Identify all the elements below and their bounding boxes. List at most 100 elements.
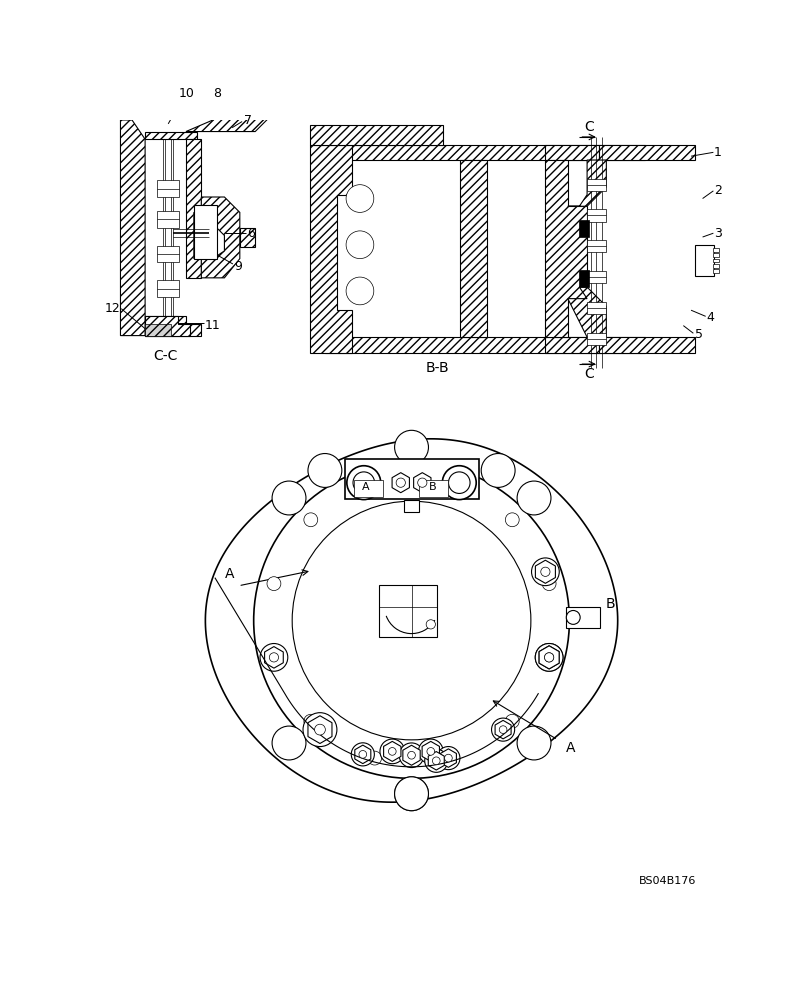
Polygon shape (145, 324, 170, 336)
Circle shape (292, 501, 530, 740)
Text: 8: 8 (212, 87, 221, 100)
Circle shape (380, 739, 404, 764)
Circle shape (418, 739, 443, 764)
Bar (157, 211, 178, 228)
Text: C: C (583, 367, 593, 381)
Circle shape (427, 748, 434, 755)
Text: 12: 12 (105, 302, 121, 315)
Circle shape (399, 743, 423, 768)
Circle shape (424, 749, 447, 772)
Bar (354, 480, 383, 497)
Text: 4: 4 (706, 311, 714, 324)
Polygon shape (325, 337, 644, 353)
Text: 7: 7 (243, 113, 251, 126)
Circle shape (542, 650, 556, 664)
Circle shape (346, 466, 380, 500)
Text: 1: 1 (713, 146, 721, 159)
Polygon shape (544, 145, 598, 160)
Circle shape (448, 472, 470, 493)
Text: 10: 10 (178, 87, 194, 100)
Polygon shape (440, 749, 456, 767)
Polygon shape (120, 120, 145, 336)
Bar (157, 246, 178, 262)
Circle shape (307, 454, 341, 487)
Polygon shape (186, 97, 274, 132)
Polygon shape (544, 160, 586, 337)
Text: BS04B176: BS04B176 (638, 876, 695, 886)
Bar (586, 333, 606, 345)
Bar (193, 205, 217, 259)
Bar (586, 271, 606, 283)
Circle shape (351, 743, 374, 766)
Circle shape (417, 478, 427, 487)
Circle shape (444, 754, 452, 762)
Bar (712, 264, 718, 268)
Polygon shape (193, 212, 212, 259)
Circle shape (407, 751, 415, 759)
Text: 9: 9 (234, 260, 242, 273)
Text: B-B: B-B (425, 361, 448, 375)
Text: A: A (224, 567, 234, 581)
Polygon shape (264, 647, 283, 668)
Text: C: C (583, 120, 593, 134)
Circle shape (426, 620, 435, 629)
Circle shape (394, 777, 428, 811)
Bar (586, 209, 606, 222)
Circle shape (303, 714, 317, 728)
Circle shape (436, 747, 459, 770)
Circle shape (442, 466, 475, 500)
Circle shape (432, 757, 440, 765)
Polygon shape (145, 316, 201, 336)
Polygon shape (534, 560, 555, 583)
Polygon shape (422, 741, 439, 761)
Bar (579, 220, 588, 237)
Polygon shape (354, 745, 371, 764)
Polygon shape (427, 752, 444, 770)
Text: B: B (605, 597, 615, 611)
Bar (564, 607, 599, 628)
Polygon shape (460, 160, 487, 337)
Bar (712, 253, 718, 257)
Bar (586, 179, 606, 191)
Text: C-C: C-C (152, 349, 177, 363)
Polygon shape (544, 337, 598, 353)
Polygon shape (413, 473, 431, 493)
Circle shape (504, 513, 518, 527)
Circle shape (396, 478, 405, 487)
Polygon shape (402, 745, 419, 765)
Circle shape (345, 231, 373, 259)
Circle shape (367, 751, 381, 765)
Text: 5: 5 (694, 328, 702, 341)
Polygon shape (325, 145, 644, 160)
Circle shape (534, 644, 562, 671)
Bar (157, 280, 178, 297)
Bar (579, 270, 588, 287)
Circle shape (481, 454, 514, 487)
Circle shape (394, 430, 428, 464)
Circle shape (272, 726, 306, 760)
Circle shape (540, 567, 549, 576)
Circle shape (260, 644, 287, 671)
Polygon shape (145, 132, 197, 139)
Circle shape (272, 481, 306, 515)
Text: 2: 2 (713, 184, 721, 197)
Circle shape (353, 472, 374, 493)
Circle shape (565, 610, 579, 624)
Polygon shape (694, 245, 713, 276)
Polygon shape (539, 646, 559, 669)
Bar (712, 259, 718, 262)
Circle shape (253, 463, 569, 778)
Text: 3: 3 (713, 227, 721, 240)
Circle shape (367, 476, 381, 490)
Circle shape (345, 185, 373, 212)
Polygon shape (539, 646, 559, 669)
Polygon shape (201, 197, 239, 278)
Bar (403, 500, 418, 512)
Circle shape (345, 277, 373, 305)
Polygon shape (392, 473, 409, 493)
Polygon shape (239, 228, 255, 247)
Bar (344, 459, 478, 499)
Circle shape (441, 476, 455, 490)
Bar (712, 248, 718, 252)
Text: B: B (429, 482, 436, 492)
